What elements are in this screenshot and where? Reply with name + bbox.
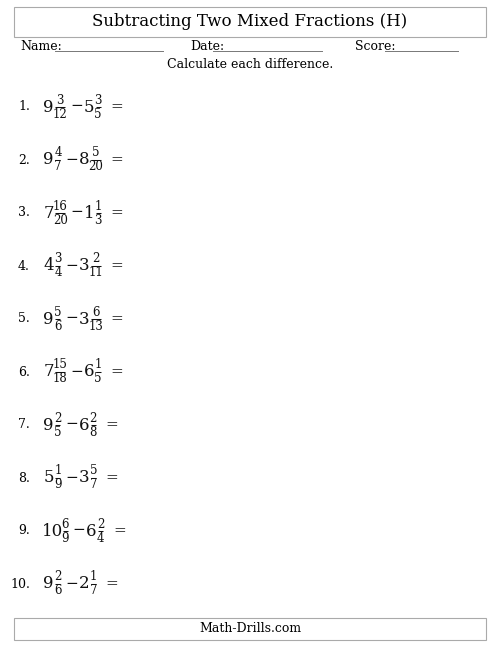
Text: 2: 2 — [79, 575, 90, 593]
Text: =: = — [113, 524, 126, 538]
Text: 3: 3 — [56, 94, 64, 107]
Text: −: − — [70, 100, 82, 113]
Text: 3: 3 — [94, 94, 102, 107]
Text: 3: 3 — [79, 258, 90, 274]
Text: =: = — [110, 259, 124, 273]
Text: 4.: 4. — [18, 259, 30, 272]
Text: 3: 3 — [79, 470, 90, 487]
Text: 4: 4 — [97, 531, 104, 545]
Text: Math-Drills.com: Math-Drills.com — [199, 622, 301, 635]
Text: 5.: 5. — [18, 313, 30, 325]
Text: 10: 10 — [42, 523, 63, 540]
Text: =: = — [110, 312, 124, 326]
Text: 8: 8 — [90, 426, 97, 439]
Text: 5: 5 — [84, 98, 94, 116]
Text: −: − — [70, 206, 82, 219]
Text: 9: 9 — [44, 151, 54, 168]
Text: 1: 1 — [94, 199, 102, 212]
Text: 6: 6 — [54, 320, 62, 333]
Text: 15: 15 — [53, 358, 68, 371]
Text: 6: 6 — [54, 584, 62, 597]
Text: 2: 2 — [54, 571, 62, 584]
Text: 1: 1 — [94, 358, 102, 371]
Text: =: = — [110, 153, 124, 167]
Text: 11: 11 — [88, 267, 103, 280]
Text: Date:: Date: — [190, 39, 224, 52]
Text: 2: 2 — [92, 252, 100, 265]
Text: 5: 5 — [44, 470, 54, 487]
Text: =: = — [106, 471, 118, 485]
Text: 9: 9 — [62, 531, 69, 545]
Text: 6: 6 — [92, 305, 100, 318]
Text: 16: 16 — [53, 199, 68, 212]
Text: 9: 9 — [44, 417, 54, 433]
Text: =: = — [106, 418, 118, 432]
Text: 18: 18 — [53, 373, 68, 386]
Text: 7: 7 — [90, 479, 97, 492]
Text: 7.: 7. — [18, 419, 30, 432]
Text: 3: 3 — [54, 252, 62, 265]
Text: 9: 9 — [44, 98, 54, 116]
Text: −: − — [72, 523, 85, 538]
Text: =: = — [106, 577, 118, 591]
Text: 10.: 10. — [10, 578, 30, 591]
Text: 2: 2 — [97, 518, 104, 531]
Text: 9: 9 — [44, 311, 54, 327]
Text: 4: 4 — [54, 146, 62, 160]
Text: −: − — [65, 576, 78, 591]
Text: 1.: 1. — [18, 100, 30, 113]
Text: 9.: 9. — [18, 525, 30, 538]
Text: 3.: 3. — [18, 206, 30, 219]
Text: −: − — [70, 364, 82, 378]
Text: 3: 3 — [79, 311, 90, 327]
Text: 20: 20 — [53, 214, 68, 226]
Text: 7: 7 — [90, 584, 97, 597]
Text: Calculate each difference.: Calculate each difference. — [167, 58, 333, 71]
Text: 20: 20 — [88, 160, 103, 173]
Text: 9: 9 — [54, 479, 62, 492]
Text: 6: 6 — [86, 523, 97, 540]
Text: 9: 9 — [44, 575, 54, 593]
Text: −: − — [65, 259, 78, 272]
Text: 5: 5 — [94, 373, 102, 386]
Text: Subtracting Two Mixed Fractions (H): Subtracting Two Mixed Fractions (H) — [92, 14, 407, 30]
Text: =: = — [110, 365, 124, 379]
Text: 3: 3 — [94, 214, 102, 226]
Text: 5: 5 — [90, 465, 97, 477]
FancyBboxPatch shape — [14, 7, 486, 37]
Text: 5: 5 — [94, 107, 102, 120]
FancyBboxPatch shape — [14, 618, 486, 640]
Text: 4: 4 — [54, 267, 62, 280]
Text: 6: 6 — [79, 417, 90, 433]
Text: 13: 13 — [88, 320, 103, 333]
Text: −: − — [65, 417, 78, 432]
Text: 6.: 6. — [18, 366, 30, 378]
Text: 7: 7 — [44, 364, 54, 380]
Text: 2.: 2. — [18, 153, 30, 166]
Text: 1: 1 — [54, 465, 62, 477]
Text: 4: 4 — [44, 258, 54, 274]
Text: −: − — [65, 153, 78, 166]
Text: 2: 2 — [90, 411, 97, 424]
Text: =: = — [110, 100, 124, 114]
Text: Score:: Score: — [355, 39, 396, 52]
Text: 5: 5 — [54, 426, 62, 439]
Text: 7: 7 — [44, 204, 54, 221]
Text: −: − — [65, 311, 78, 325]
Text: =: = — [110, 206, 124, 220]
Text: 6: 6 — [84, 364, 94, 380]
Text: 8: 8 — [79, 151, 90, 168]
Text: 1: 1 — [84, 204, 94, 221]
Text: 5: 5 — [54, 305, 62, 318]
Text: 8.: 8. — [18, 472, 30, 485]
Text: Name:: Name: — [20, 39, 62, 52]
Text: 6: 6 — [62, 518, 69, 531]
Text: 5: 5 — [92, 146, 100, 160]
Text: 12: 12 — [53, 107, 68, 120]
Text: 1: 1 — [90, 571, 97, 584]
Text: 2: 2 — [54, 411, 62, 424]
Text: −: − — [65, 470, 78, 485]
Text: 7: 7 — [54, 160, 62, 173]
